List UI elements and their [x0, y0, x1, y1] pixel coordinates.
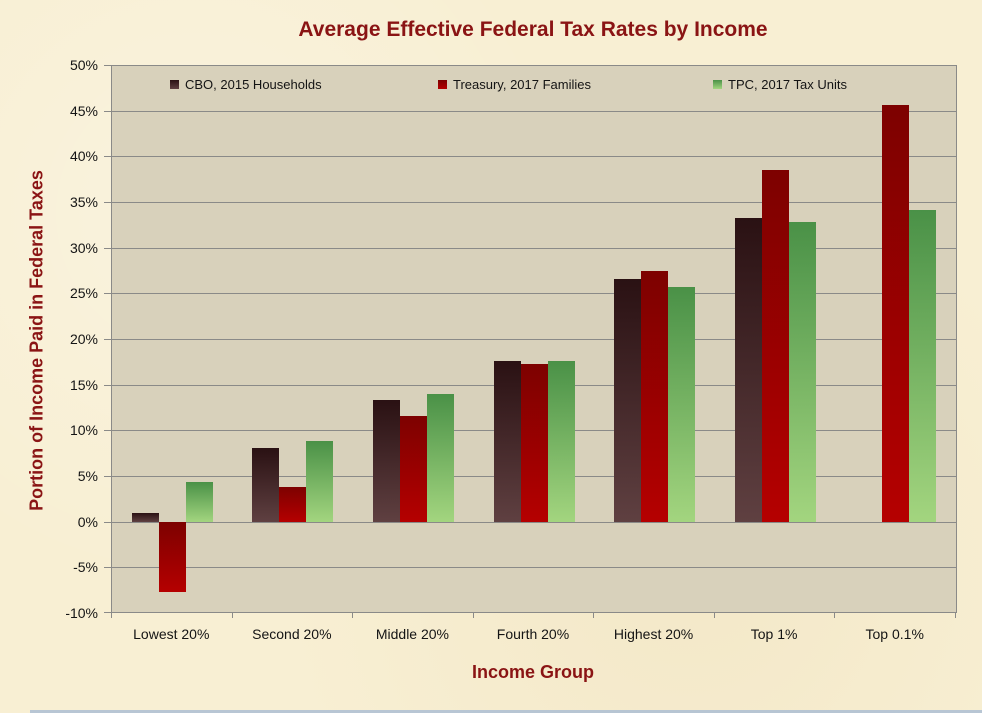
y-tick-label: 0%: [77, 513, 98, 530]
x-axis-tick: [834, 613, 835, 618]
bar: [761, 170, 789, 522]
gridline: [112, 65, 956, 66]
bar: [668, 286, 696, 522]
y-axis-tick: [104, 339, 111, 340]
bar: [493, 360, 521, 522]
legend-item-cbo: CBO, 2015 Households: [170, 77, 322, 92]
bottom-edge-line: [30, 710, 982, 713]
x-category-label: Second 20%: [252, 626, 332, 642]
gridline: [112, 612, 956, 613]
y-tick-label: 30%: [69, 239, 98, 256]
bar: [909, 210, 937, 522]
y-axis-tick: [104, 476, 111, 477]
y-tick-label: 45%: [69, 102, 98, 119]
x-axis-tick: [473, 613, 474, 618]
x-category-label: Top 1%: [750, 626, 798, 642]
y-axis-tick: [104, 110, 111, 112]
gridline: [112, 156, 956, 158]
bar: [547, 360, 575, 522]
legend-label-cbo: CBO, 2015 Households: [185, 77, 322, 92]
y-axis-tick: [104, 65, 111, 66]
y-tick-label: 40%: [69, 148, 98, 165]
y-tick-label: 15%: [69, 376, 98, 393]
y-tick-label: 5%: [77, 468, 98, 484]
legend-swatch-tpc: [713, 80, 722, 89]
legend-swatch-cbo: [170, 80, 179, 89]
legend: CBO, 2015 Households Treasury, 2017 Fami…: [112, 77, 956, 99]
bar: [641, 271, 669, 522]
bar: [426, 393, 454, 522]
y-tick-label: -5%: [73, 559, 98, 576]
y-axis-tick: [104, 156, 111, 158]
bar: [306, 441, 334, 522]
bar: [252, 447, 280, 522]
x-axis-title: Income Group: [471, 662, 594, 682]
y-tick-label: 20%: [69, 331, 98, 347]
bar: [399, 415, 427, 522]
x-axis-tick: [593, 613, 594, 618]
bar: [614, 278, 642, 522]
y-axis-tick: [104, 430, 111, 432]
x-category-label: Middle 20%: [375, 626, 449, 642]
bar: [131, 513, 159, 522]
y-axis-tick: [104, 521, 111, 523]
bar: [734, 217, 762, 522]
gridline: [112, 110, 956, 112]
y-tick-label: 50%: [69, 57, 98, 73]
bar: [185, 482, 213, 522]
legend-label-tpc: TPC, 2017 Tax Units: [728, 77, 847, 92]
gridline: [112, 247, 956, 249]
y-axis-tick: [104, 247, 111, 249]
gridline: [112, 202, 956, 203]
bar: [372, 400, 400, 522]
bar: [520, 363, 548, 522]
legend-item-tpc: TPC, 2017 Tax Units: [713, 77, 847, 92]
x-category-label: Fourth 20%: [496, 626, 570, 642]
y-tick-label: 10%: [69, 422, 98, 439]
bar: [279, 486, 307, 522]
gridline: [112, 567, 956, 569]
x-axis-tick: [955, 613, 956, 618]
y-tick-label: 25%: [69, 285, 98, 302]
legend-item-treasury: Treasury, 2017 Families: [438, 77, 591, 92]
bar: [158, 521, 186, 592]
plot-area: CBO, 2015 Households Treasury, 2017 Fami…: [111, 65, 957, 613]
bar: [882, 105, 910, 522]
y-tick-label: -10%: [65, 605, 98, 621]
gridline: [112, 293, 956, 295]
legend-swatch-treasury: [438, 80, 447, 89]
x-axis-tick: [714, 613, 715, 618]
gridline: [112, 339, 956, 340]
y-axis-tick: [104, 202, 111, 203]
legend-label-treasury: Treasury, 2017 Families: [453, 77, 591, 92]
bar: [788, 222, 816, 522]
x-category-label: Top 0.1%: [865, 626, 924, 642]
y-axis-tick: [104, 293, 111, 295]
x-category-label: Lowest 20%: [133, 626, 210, 642]
y-axis-tick: [104, 567, 111, 569]
x-axis-tick: [352, 613, 353, 618]
x-axis-tick: [111, 613, 112, 618]
y-tick-label: 35%: [69, 194, 98, 210]
x-category-label: Highest 20%: [613, 626, 694, 642]
y-axis-tick: [104, 384, 111, 386]
x-axis-tick: [232, 613, 233, 618]
chart-title: Average Effective Federal Tax Rates by I…: [298, 18, 768, 41]
y-axis-tick: [104, 612, 111, 613]
gridline: [112, 521, 956, 523]
